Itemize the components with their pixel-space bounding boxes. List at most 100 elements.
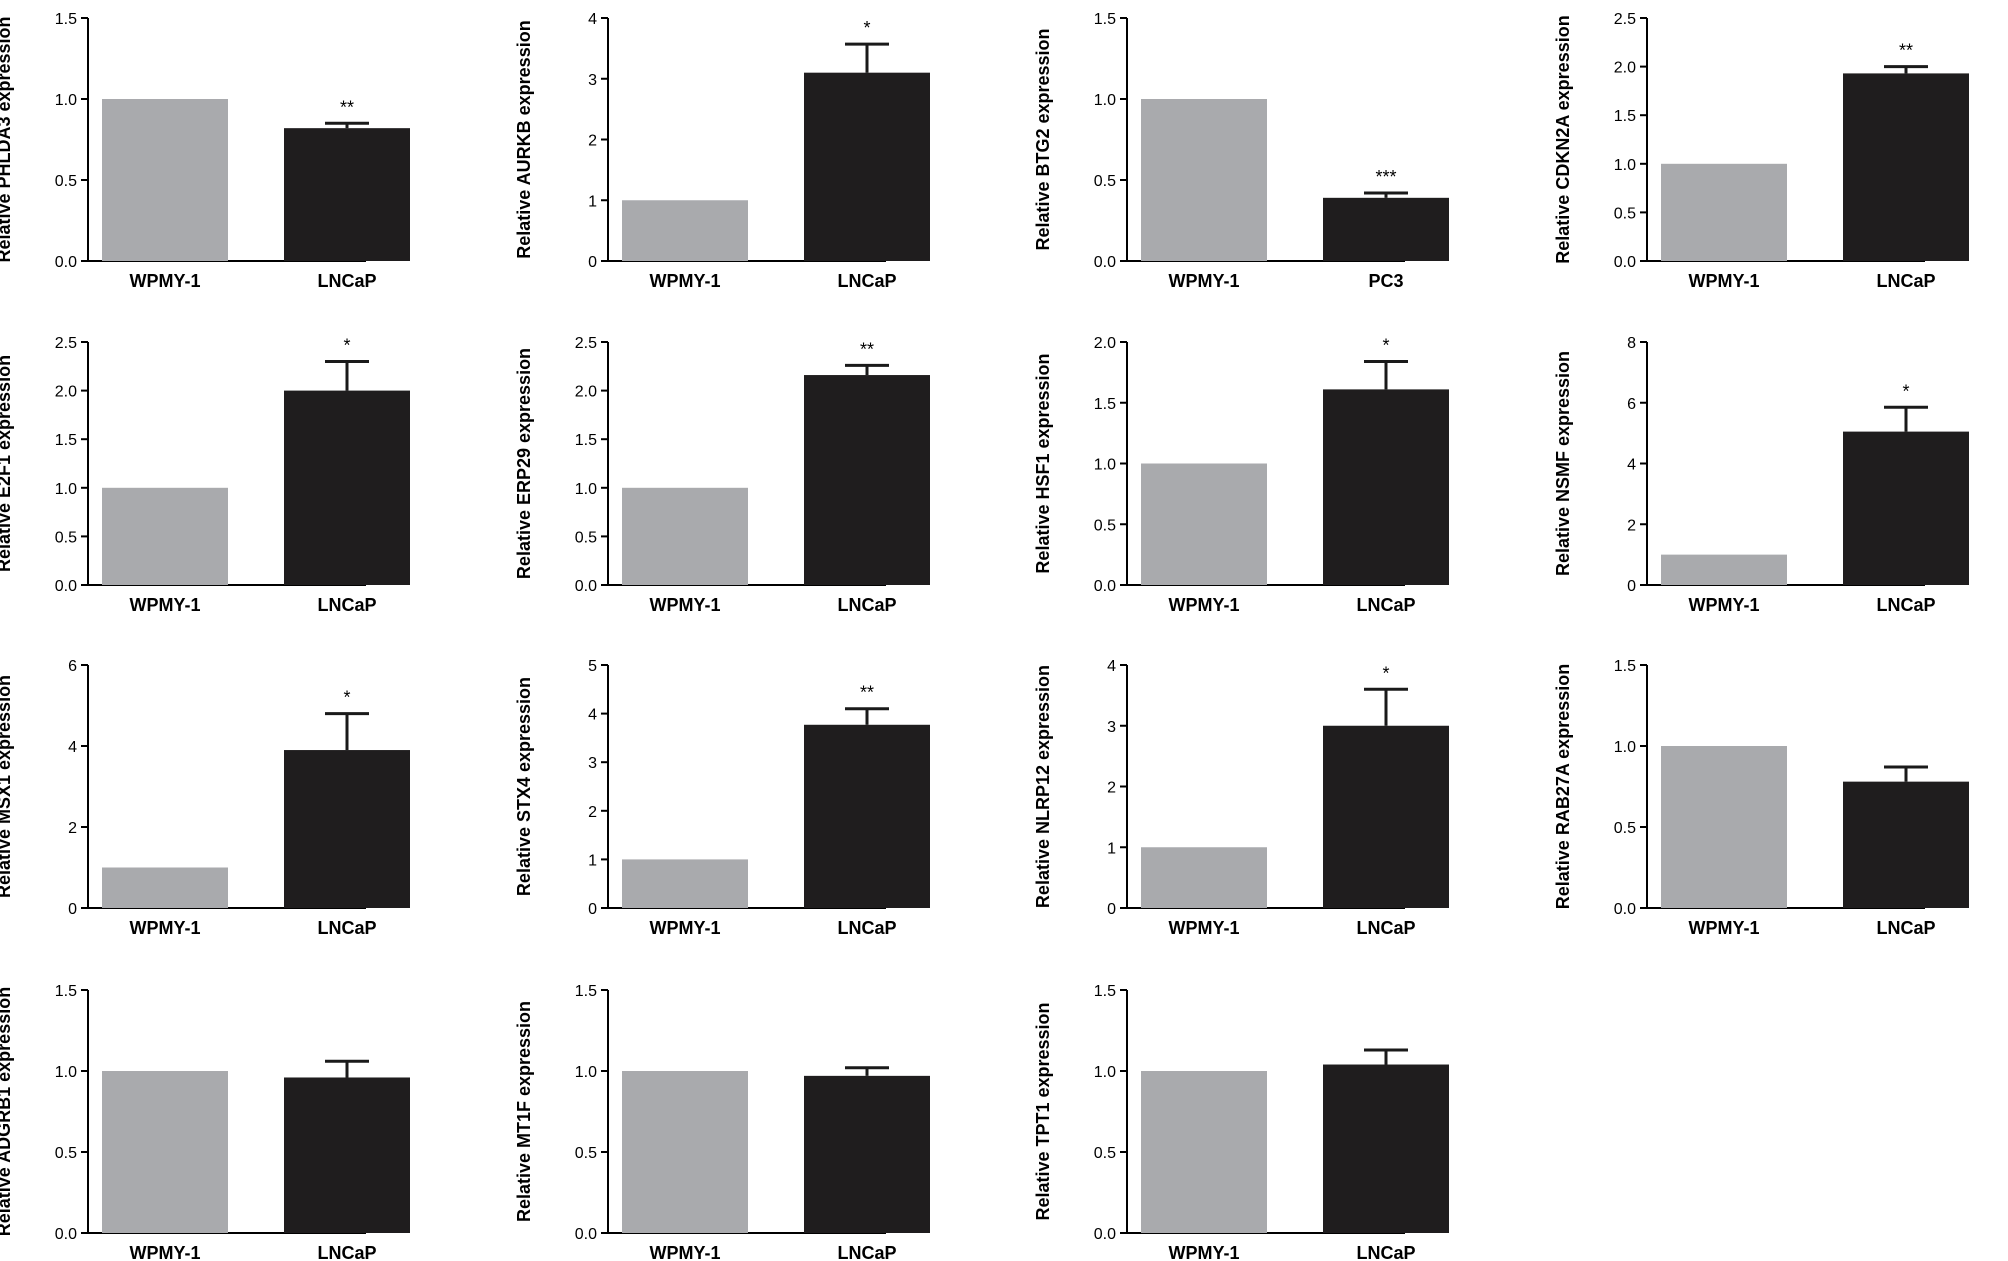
y-axis-label: Relative TPT1 expression [1033, 1002, 1053, 1220]
y-axis-label: Relative HSF1 expression [1033, 353, 1053, 573]
significance-label: ** [860, 339, 874, 359]
x-category-label: WPMY-1 [129, 271, 200, 291]
x-category-label: WPMY-1 [1168, 918, 1239, 938]
x-category-label: LNCaP [837, 271, 896, 291]
bar-control [622, 487, 748, 585]
bar-sample [1323, 389, 1449, 585]
bar-control [1661, 554, 1787, 585]
x-category-label: LNCaP [837, 918, 896, 938]
y-tick-label: 1 [588, 852, 597, 869]
significance-label: *** [1375, 167, 1396, 187]
y-tick-label: 0.0 [1094, 254, 1116, 271]
y-tick-label: 0.5 [1094, 173, 1116, 190]
y-tick-label: 0.5 [55, 529, 77, 546]
y-tick-label: 2.0 [55, 384, 77, 401]
y-tick-label: 1.5 [55, 11, 77, 28]
x-category-label: LNCaP [1356, 918, 1415, 938]
significance-label: * [343, 688, 350, 708]
x-category-label: WPMY-1 [1688, 595, 1759, 615]
bar-control [622, 1071, 748, 1233]
y-axis-label: Relative PHLDA3 expression [0, 16, 14, 262]
y-tick-label: 1.5 [1094, 396, 1116, 413]
x-category-label: WPMY-1 [129, 1243, 200, 1261]
y-tick-label: 6 [1627, 396, 1636, 413]
chart-panel-0: 0.0 0.5 1.0 1.5 Relative PHLDA3 expression WP… [0, 11, 410, 291]
y-axis-label: Relative ADGRB1 expression [0, 987, 14, 1236]
chart-panel-13: 0.0 0.5 1.0 1.5 Relative MT1F expression WPMY… [514, 983, 930, 1261]
y-tick-label: 1 [588, 193, 597, 210]
bar-control [1141, 1071, 1267, 1233]
y-axis-label: Relative RAB27A expression [1553, 664, 1573, 909]
y-tick-label: 4 [68, 739, 77, 756]
y-tick-label: 3 [588, 755, 597, 772]
y-axis-label: Relative CDKN2A expression [1553, 15, 1573, 263]
y-tick-label: 6 [68, 658, 77, 675]
x-category-label: LNCaP [837, 595, 896, 615]
bar-sample [1843, 431, 1969, 585]
y-tick-label: 5 [588, 658, 597, 675]
bar-control [1141, 847, 1267, 908]
y-tick-label: 0 [1627, 578, 1636, 595]
bar-sample [804, 72, 930, 261]
y-tick-label: 2 [588, 133, 597, 150]
bar-sample [284, 390, 410, 585]
y-tick-label: 1 [1107, 840, 1116, 857]
y-axis-label: Relative E2F1 expression [0, 355, 14, 572]
y-axis-label: Relative ERP29 expression [514, 348, 534, 579]
chart-panel-12: 0.0 0.5 1.0 1.5 Relative ADGRB1 expression WP… [0, 983, 410, 1261]
y-tick-label: 3 [1107, 719, 1116, 736]
y-tick-label: 0.0 [1094, 1226, 1116, 1243]
y-tick-label: 1.0 [55, 92, 77, 109]
y-tick-label: 2.5 [1614, 11, 1636, 28]
y-tick-label: 1.5 [1094, 983, 1116, 1000]
x-category-label: LNCaP [317, 1243, 376, 1261]
bar-control [622, 859, 748, 908]
bar-control [102, 867, 228, 908]
x-category-label: WPMY-1 [649, 595, 720, 615]
x-category-label: WPMY-1 [1688, 918, 1759, 938]
y-tick-label: 1.5 [575, 432, 597, 449]
chart-panel-1: 0 1 2 3 4 Relative AURKB expression WPMY-1 * LNC… [514, 11, 930, 291]
significance-label: ** [340, 97, 354, 117]
bar-sample [284, 1077, 410, 1233]
y-tick-label: 2 [68, 820, 77, 837]
y-tick-label: 8 [1627, 335, 1636, 352]
y-tick-label: 4 [1107, 658, 1116, 675]
y-axis-label: Relative MT1F expression [514, 1001, 534, 1222]
bar-control [102, 99, 228, 261]
bar-control [102, 1071, 228, 1233]
bar-control [1661, 163, 1787, 261]
y-tick-label: 3 [588, 72, 597, 89]
bar-sample [804, 1075, 930, 1233]
y-tick-label: 0.0 [575, 578, 597, 595]
x-category-label: LNCaP [837, 1243, 896, 1261]
bar-sample [1323, 725, 1449, 908]
bar-sample [1323, 197, 1449, 261]
significance-label: * [343, 335, 350, 355]
chart-panel-14: 0.0 0.5 1.0 1.5 Relative TPT1 expression WPMY… [1033, 983, 1449, 1261]
y-tick-label: 0 [588, 901, 597, 918]
y-tick-label: 2 [1627, 517, 1636, 534]
significance-label: ** [860, 683, 874, 703]
y-tick-label: 1.0 [1614, 739, 1636, 756]
y-tick-label: 1.0 [1094, 92, 1116, 109]
y-tick-label: 2.5 [575, 335, 597, 352]
x-category-label: LNCaP [1876, 271, 1935, 291]
x-category-label: WPMY-1 [649, 918, 720, 938]
bar-control [1661, 746, 1787, 908]
x-category-label: WPMY-1 [129, 918, 200, 938]
x-category-label: WPMY-1 [1688, 271, 1759, 291]
y-tick-label: 1.0 [1094, 1064, 1116, 1081]
chart-panel-4: 0.0 0.5 1.0 1.5 2.0 2.5 Relative E2F1 expressi… [0, 335, 410, 615]
y-tick-label: 1.5 [575, 983, 597, 1000]
x-category-label: LNCaP [317, 918, 376, 938]
y-tick-label: 1.5 [55, 432, 77, 449]
y-tick-label: 0.0 [55, 578, 77, 595]
chart-panel-9: 0 1 2 3 4 5 Relative STX4 expression WPMY-1 ** LN… [514, 658, 930, 938]
x-category-label: PC3 [1368, 271, 1403, 291]
y-tick-label: 1.0 [575, 1064, 597, 1081]
y-tick-label: 2.0 [575, 384, 597, 401]
x-category-label: WPMY-1 [1168, 595, 1239, 615]
y-axis-label: Relative STX4 expression [514, 677, 534, 896]
